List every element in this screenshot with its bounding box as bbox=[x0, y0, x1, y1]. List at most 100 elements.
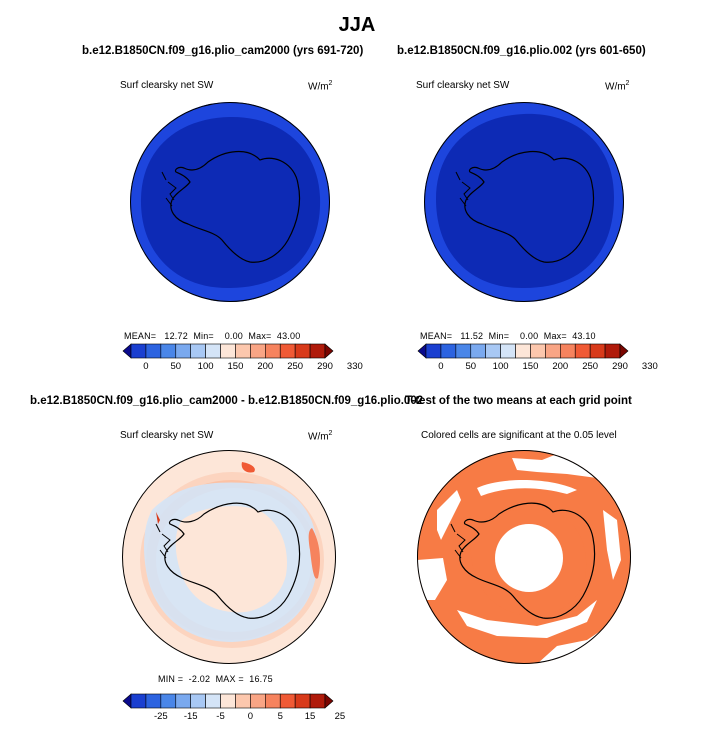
panel1-units: W/m2 bbox=[308, 80, 333, 93]
panel1-map bbox=[130, 102, 330, 302]
colorbar-swatch bbox=[425, 343, 442, 359]
panel3-variable-label: Surf clearsky net SW bbox=[120, 430, 214, 441]
colorbar-upper-triangle bbox=[324, 343, 334, 359]
colorbar-tick-label: 200 bbox=[257, 361, 274, 372]
colorbar-swatch bbox=[130, 693, 147, 709]
panel2-case-title: b.e12.B1850CN.f09_g16.plio.002 (yrs 601-… bbox=[397, 45, 646, 57]
colorbar-lower-triangle bbox=[122, 693, 132, 709]
panel4-nonsignificant-north-arc bbox=[477, 480, 577, 496]
colorbar-tick-label: 5 bbox=[277, 711, 283, 722]
colorbar-tick-label: -15 bbox=[183, 711, 198, 722]
panel2-stats: MEAN= 11.52 Min= 0.00 Max= 43.10 bbox=[420, 331, 596, 341]
colorbar-swatch bbox=[309, 693, 326, 709]
colorbar-swatch bbox=[220, 693, 236, 709]
colorbar-lower-triangle bbox=[417, 343, 427, 359]
panel1-sea-ice-region bbox=[140, 116, 321, 289]
colorbar-swatch bbox=[250, 343, 266, 359]
colorbar-swatch bbox=[190, 343, 206, 359]
colorbar-swatch bbox=[145, 693, 162, 709]
colorbar-swatch bbox=[470, 343, 486, 359]
panel4-case-title: T-test of the two means at each grid poi… bbox=[405, 395, 632, 407]
colorbar-tick-label: 200 bbox=[552, 361, 569, 372]
colorbar-swatch bbox=[485, 343, 501, 359]
colorbar-upper-triangle bbox=[324, 693, 334, 709]
colorbar-tick-label: -5 bbox=[216, 711, 225, 722]
figure-title: JJA bbox=[338, 14, 376, 36]
panel1-variable-label: Surf clearsky net SW bbox=[120, 80, 214, 91]
colorbar-tick-label: -25 bbox=[153, 711, 168, 722]
panel1-stats: MEAN= 12.72 Min= 0.00 Max= 43.00 bbox=[124, 331, 301, 341]
panel2-peninsula-coastline bbox=[455, 171, 471, 207]
panel1-case-title: b.e12.B1850CN.f09_g16.plio_cam2000 (yrs … bbox=[82, 45, 364, 57]
colorbar-swatch bbox=[294, 343, 311, 359]
colorbar-swatch bbox=[560, 343, 576, 359]
colorbar-swatch bbox=[574, 343, 591, 359]
panel3-units: W/m2 bbox=[308, 430, 333, 443]
colorbar-swatch bbox=[309, 343, 326, 359]
colorbar-swatch bbox=[160, 693, 177, 709]
colorbar-swatch bbox=[515, 343, 531, 359]
panel3-antarctica-coastline bbox=[164, 502, 301, 619]
colorbar-tick-label: 330 bbox=[346, 361, 363, 372]
colorbar-swatch bbox=[530, 343, 546, 359]
panel4-antarctica-coastline bbox=[459, 502, 596, 619]
panel4-significance-note: Colored cells are significant at the 0.0… bbox=[421, 430, 617, 441]
colorbar-swatch bbox=[455, 343, 472, 359]
panel1-map-border bbox=[130, 102, 330, 302]
panel2-variable-label: Surf clearsky net SW bbox=[416, 80, 510, 91]
panel3-peninsula-coastline bbox=[155, 523, 171, 559]
panel4-map bbox=[417, 450, 631, 664]
colorbar-swatch bbox=[130, 343, 147, 359]
colorbar-tick-label: 100 bbox=[492, 361, 509, 372]
colorbar-swatch bbox=[160, 343, 177, 359]
colorbar-swatch bbox=[440, 343, 457, 359]
colorbar-swatch bbox=[545, 343, 561, 359]
panel2-sea-ice-region bbox=[436, 113, 614, 289]
panel4-nonsignificant-south-arc bbox=[457, 600, 597, 638]
panel4-nonsignificant-west bbox=[437, 490, 461, 540]
colorbar-tick-label: 50 bbox=[465, 361, 477, 372]
panel2-antarctica-coastline bbox=[464, 151, 595, 263]
panel1-colorbar bbox=[122, 343, 334, 359]
colorbar-swatch bbox=[190, 693, 206, 709]
colorbar-tick-label: 250 bbox=[287, 361, 304, 372]
colorbar-tick-label: 250 bbox=[582, 361, 599, 372]
panel3-map bbox=[122, 450, 336, 664]
panel1-antarctica-coastline bbox=[170, 151, 301, 263]
colorbar-tick-label: 50 bbox=[170, 361, 182, 372]
colorbar-lower-triangle bbox=[122, 343, 132, 359]
colorbar-swatch bbox=[279, 343, 296, 359]
panel2-map bbox=[424, 102, 624, 302]
panel3-west-anomaly-patch bbox=[156, 512, 160, 524]
colorbar-tick-label: 290 bbox=[612, 361, 628, 372]
colorbar-tick-label: 25 bbox=[334, 711, 346, 722]
colorbar-tick-label: 100 bbox=[197, 361, 214, 372]
panel4-peninsula-coastline bbox=[450, 523, 466, 559]
panel3-max-anomaly-patch bbox=[241, 462, 255, 473]
colorbar-swatch bbox=[220, 343, 236, 359]
panel4-nonsignificant-southwest bbox=[417, 558, 447, 600]
panel3-east-anomaly-patch bbox=[308, 528, 320, 579]
colorbar-tick-label: 15 bbox=[304, 711, 316, 722]
panel4-map-border bbox=[417, 450, 631, 664]
panel2-units: W/m2 bbox=[605, 80, 630, 93]
colorbar-swatch bbox=[265, 693, 281, 709]
colorbar-tick-label: 290 bbox=[317, 361, 333, 372]
panel1-peninsula-coastline bbox=[161, 171, 177, 207]
colorbar-swatch bbox=[175, 693, 191, 709]
colorbar-upper-triangle bbox=[619, 343, 629, 359]
colorbar-swatch bbox=[235, 693, 251, 709]
colorbar-swatch bbox=[205, 693, 221, 709]
colorbar-tick-label: 0 bbox=[143, 361, 149, 372]
colorbar-swatch bbox=[250, 693, 266, 709]
colorbar-tick-label: 330 bbox=[641, 361, 658, 372]
colorbar-swatch bbox=[279, 693, 296, 709]
panel4-nonsignificant-east bbox=[603, 510, 621, 580]
colorbar-swatch bbox=[294, 693, 311, 709]
colorbar-swatch bbox=[500, 343, 516, 359]
panel2-colorbar bbox=[417, 343, 629, 359]
colorbar-tick-label: 150 bbox=[227, 361, 244, 372]
panel3-case-title: b.e12.B1850CN.f09_g16.plio_cam2000 - b.e… bbox=[30, 395, 424, 407]
panel4-nonsignificant-pole bbox=[495, 524, 563, 592]
panel3-stats: MIN = -2.02 MAX = 16.75 bbox=[158, 674, 273, 684]
